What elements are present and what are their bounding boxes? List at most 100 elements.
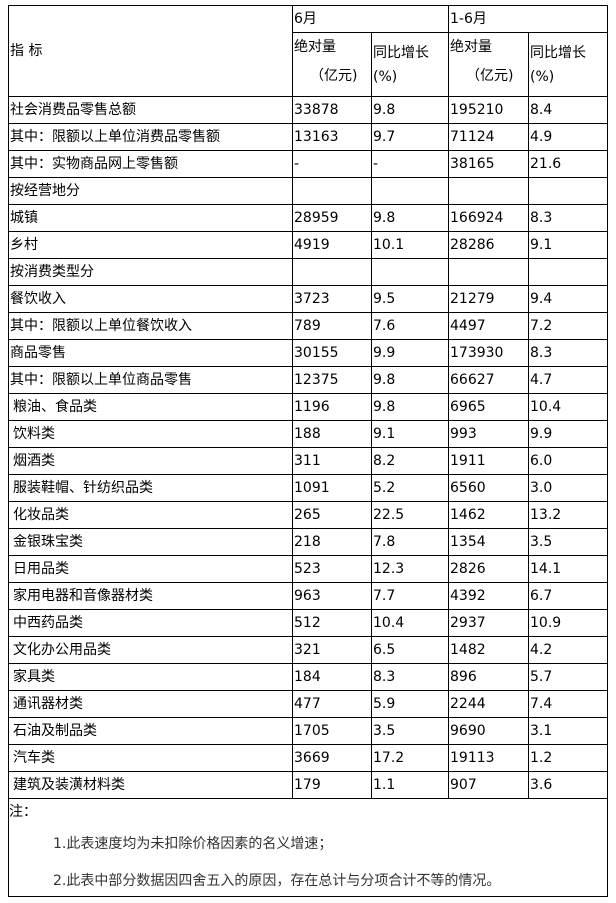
table-row: 服装鞋帽、针纺织品类 1091 5.2 6560 3.0 [8, 474, 609, 502]
ytd-abs-cell: 1911 [448, 447, 530, 475]
month-growth-cell: 9.9 [370, 339, 450, 367]
month-growth-cell: 17.2 [370, 744, 450, 772]
table-row: 按经营地分 [8, 177, 609, 205]
ytd-abs-cell [448, 258, 530, 286]
indicator-cell: 其中：限额以上单位餐饮收入 [8, 312, 293, 340]
month-abs-header: 绝对量 （亿元) [292, 32, 372, 97]
indicator-cell: 按消费类型分 [8, 258, 293, 286]
ytd-growth-cell: 1.2 [528, 744, 609, 772]
ytd-growth-cell: 9.9 [528, 420, 609, 448]
month-growth-cell: 6.5 [370, 636, 450, 664]
month-growth-cell: 1.1 [370, 771, 450, 799]
ytd-abs-cell: 2826 [448, 555, 530, 583]
month-growth-cell: 9.8 [370, 366, 450, 394]
growth-label: 同比增长 [530, 45, 587, 61]
indicator-cell: 日用品类 [8, 555, 293, 583]
ytd-growth-cell: 7.2 [528, 312, 609, 340]
table-row: 按消费类型分 [8, 258, 609, 286]
month-growth-cell: - [370, 150, 450, 178]
period-month-header: 6月 [291, 5, 450, 33]
table-row: 建筑及装潢材料类 179 1.1 907 3.6 [8, 771, 609, 799]
month-growth-cell: 9.8 [370, 204, 450, 232]
ytd-abs-cell: 9690 [448, 717, 530, 745]
month-growth-cell: 9.8 [370, 96, 450, 124]
ytd-abs-cell: 6965 [448, 393, 530, 421]
ytd-abs-cell: 173930 [448, 339, 530, 367]
month-growth-header: 同比增长 (%) [370, 32, 450, 97]
table-row: 金银珠宝类 218 7.8 1354 3.5 [8, 528, 609, 556]
indicator-cell: 饮料类 [8, 420, 293, 448]
table-row: 石油及制品类 1705 3.5 9690 3.1 [8, 717, 609, 745]
ytd-growth-cell: 8.3 [528, 339, 609, 367]
month-growth-cell: 9.5 [370, 285, 450, 313]
ytd-growth-cell: 10.4 [528, 393, 609, 421]
month-abs-cell [292, 258, 372, 286]
ytd-growth-cell: 5.7 [528, 663, 609, 691]
table-row: 餐饮收入 3723 9.5 21279 9.4 [8, 285, 609, 313]
month-abs-cell: 13163 [292, 123, 372, 151]
month-abs-cell: 184 [292, 663, 372, 691]
indicator-cell: 通讯器材类 [8, 690, 293, 718]
ytd-growth-cell: 3.1 [528, 717, 609, 745]
ytd-growth-cell: 4.7 [528, 366, 609, 394]
ytd-growth-cell: 4.9 [528, 123, 609, 151]
month-abs-cell: 3723 [292, 285, 372, 313]
month-growth-cell: 9.1 [370, 420, 450, 448]
ytd-growth-cell: 6.7 [528, 582, 609, 610]
month-growth-cell: 12.3 [370, 555, 450, 583]
ytd-abs-cell: 2937 [448, 609, 530, 637]
month-growth-cell: 5.9 [370, 690, 450, 718]
month-abs-cell: 477 [292, 690, 372, 718]
indicator-cell: 文化办公用品类 [8, 636, 293, 664]
month-growth-cell: 7.7 [370, 582, 450, 610]
indicator-cell: 家具类 [8, 663, 293, 691]
ytd-growth-cell: 7.4 [528, 690, 609, 718]
ytd-abs-cell: 1354 [448, 528, 530, 556]
table-row: 乡村 4919 10.1 28286 9.1 [8, 231, 609, 259]
indicator-cell: 金银珠宝类 [8, 528, 293, 556]
month-growth-cell: 7.6 [370, 312, 450, 340]
month-abs-cell: 789 [292, 312, 372, 340]
growth-unit: (%) [373, 69, 398, 85]
notes-label: 注： [9, 804, 37, 820]
growth-unit: (%) [530, 69, 555, 85]
ytd-abs-cell: 19113 [448, 744, 530, 772]
ytd-abs-cell [448, 177, 530, 205]
indicator-header: 指 标 [8, 5, 293, 97]
abs-label: 绝对量 [450, 39, 493, 55]
month-abs-cell: 30155 [292, 339, 372, 367]
header-row-measures: 绝对量 （亿元) 同比增长 (%) 绝对量 （亿元) 同比增长 (%) [9, 32, 609, 97]
table-row: 汽车类 3669 17.2 19113 1.2 [8, 744, 609, 772]
month-growth-cell: 10.4 [370, 609, 450, 637]
table-row: 社会消费品零售总额 33878 9.8 195210 8.4 [8, 96, 609, 124]
indicator-cell: 服装鞋帽、针纺织品类 [8, 474, 293, 502]
indicator-cell: 按经营地分 [8, 177, 293, 205]
table-row: 其中：实物商品网上零售额 - -38165 21.6 [8, 150, 609, 178]
month-abs-cell: 12375 [292, 366, 372, 394]
month-growth-cell: 7.8 [370, 528, 450, 556]
ytd-growth-cell: 3.0 [528, 474, 609, 502]
ytd-abs-cell: 166924 [448, 204, 530, 232]
month-abs-cell: 3669 [292, 744, 372, 772]
notes-row: 注： 1.此表速度均为未扣除价格因素的名义增速； 2.此表中部分数据因四舍五入的原因… [7, 798, 609, 897]
indicator-cell: 其中：实物商品网上零售额 [8, 150, 293, 178]
indicator-cell: 其中：限额以上单位商品零售 [8, 366, 293, 394]
table-row: 商品零售 30155 9.9 173930 8.3 [8, 339, 609, 367]
retail-sales-table: 指 标 6月 1-6月 绝对量 （亿元) 同比增长 (%) 绝对量 （亿元) 同比增长… [7, 5, 609, 897]
table-row: 其中：限额以上单位商品零售 12375 9.8 66627 4.7 [8, 366, 609, 394]
month-abs-cell: 512 [292, 609, 372, 637]
month-abs-cell: - [292, 150, 372, 178]
month-abs-cell [292, 177, 372, 205]
table-row: 家具类 184 8.3 896 5.7 [8, 663, 609, 691]
indicator-cell: 乡村 [8, 231, 293, 259]
month-growth-cell: 3.5 [370, 717, 450, 745]
ytd-abs-cell: 993 [448, 420, 530, 448]
ytd-abs-cell: 1462 [448, 501, 530, 529]
ytd-growth-cell: 13.2 [528, 501, 609, 529]
ytd-abs-header: 绝对量 （亿元) [448, 32, 530, 97]
ytd-growth-header: 同比增长 (%) [528, 32, 609, 97]
ytd-abs-cell: 66627 [448, 366, 530, 394]
ytd-abs-cell: 21279 [448, 285, 530, 313]
ytd-abs-cell: 907 [448, 771, 530, 799]
month-abs-cell: 1196 [292, 393, 372, 421]
